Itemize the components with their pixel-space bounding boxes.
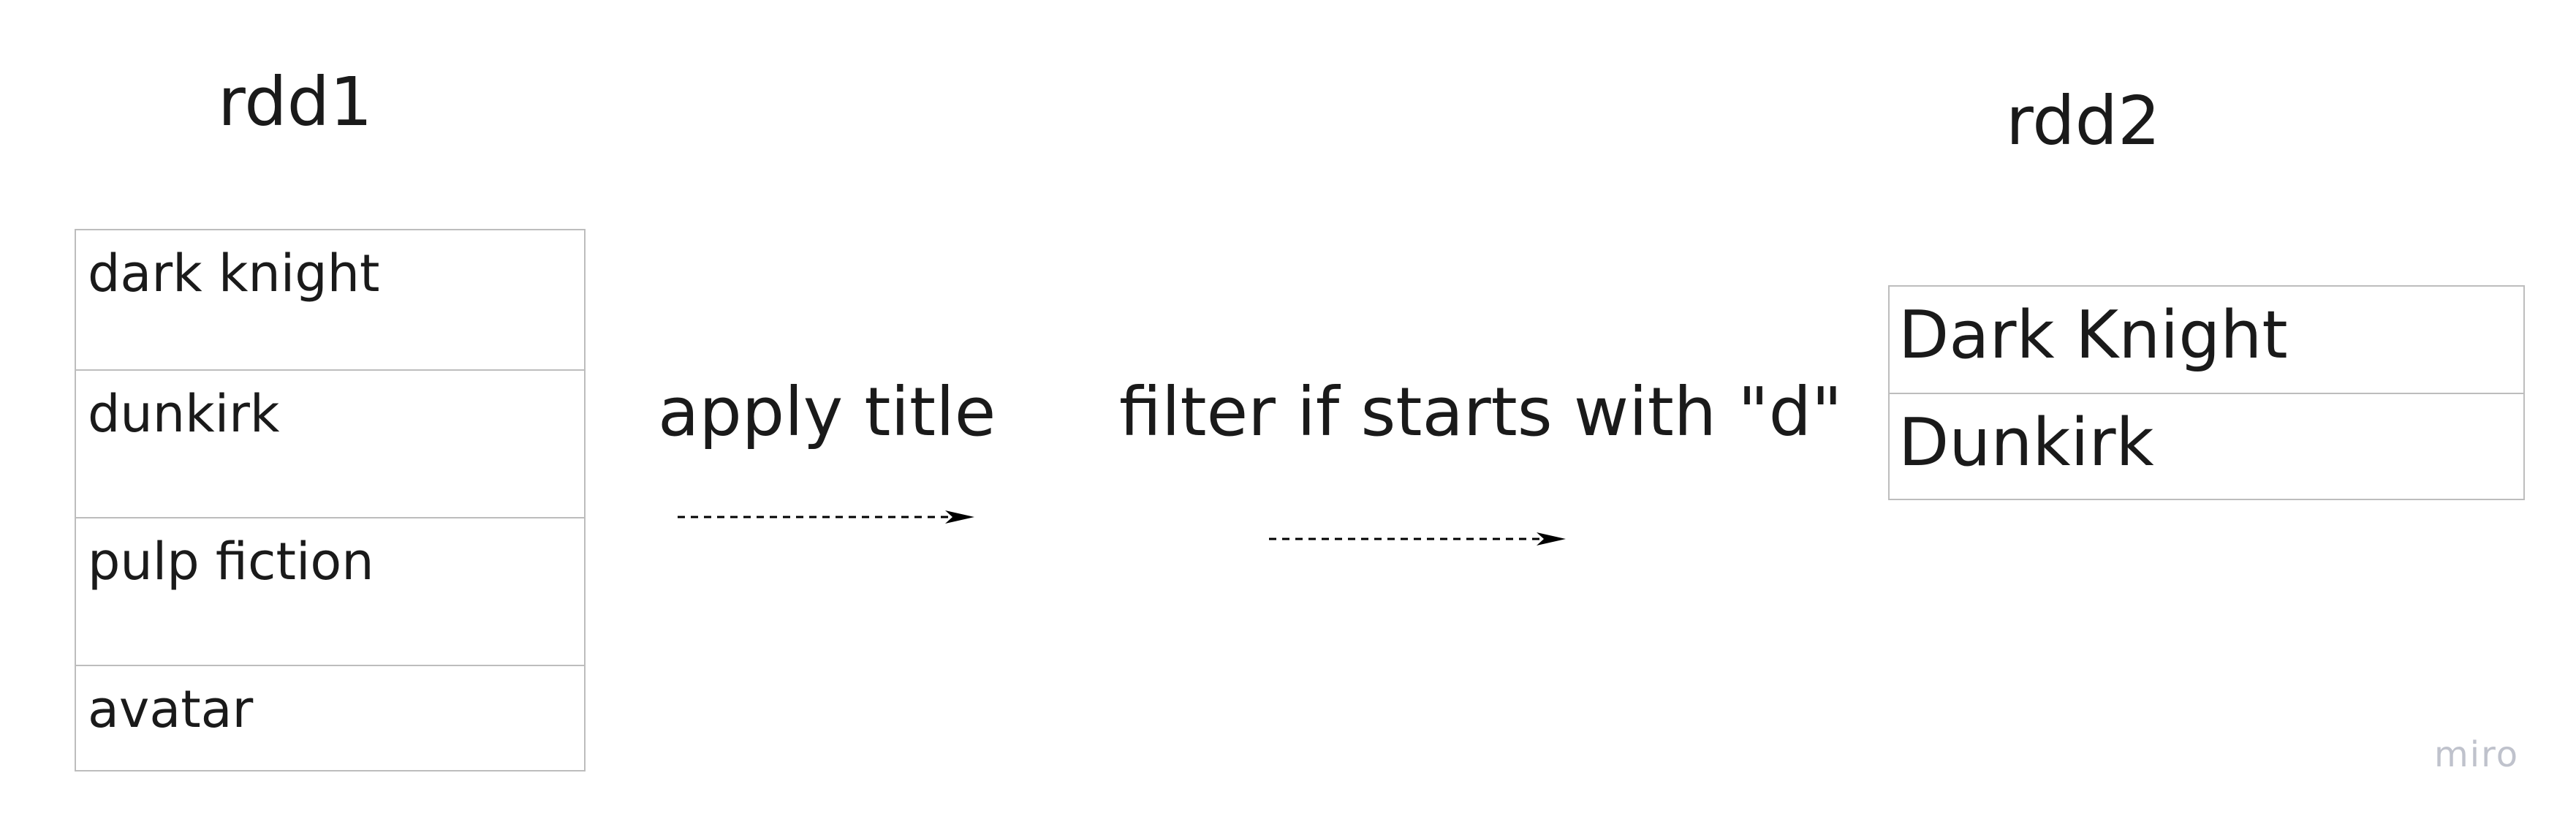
apply-title-label: apply title: [658, 373, 996, 451]
dashed-arrow-icon: [678, 510, 974, 524]
rdd1-item: dunkirk: [76, 371, 584, 518]
rdd1-item: avatar: [88, 679, 254, 739]
rdd2-item: Dunkirk: [1898, 404, 2154, 481]
filter-label: filter if starts with "d": [1119, 373, 1843, 451]
rdd1-item: dark knight: [76, 230, 584, 371]
rdd1-table: dark knight dunkirk pulp fiction avatar: [75, 229, 586, 771]
rdd2-item: Dark Knight: [1890, 287, 2523, 394]
rdd2-table: Dark Knight Dunkirk: [1888, 285, 2525, 500]
rdd1-item: pulp fiction: [76, 518, 584, 666]
rdd2-title: rdd2: [2006, 82, 2161, 160]
dashed-arrow-icon: [1269, 532, 1566, 546]
rdd1-title: rdd1: [218, 63, 373, 141]
miro-logo: miro: [2434, 734, 2520, 775]
